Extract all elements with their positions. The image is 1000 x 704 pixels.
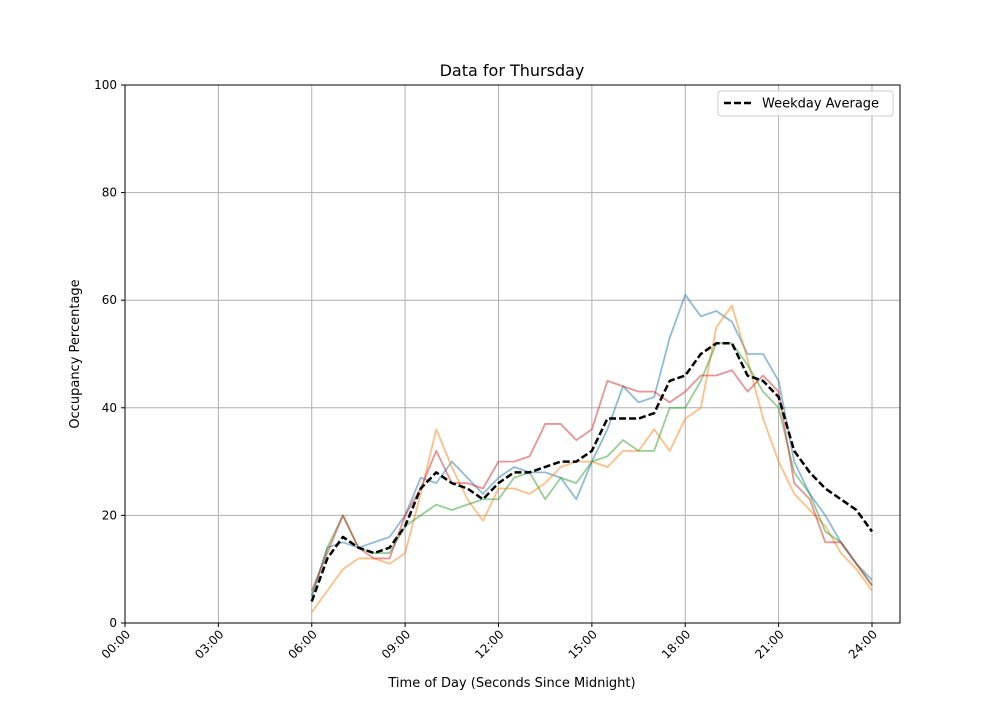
x-tick-label: 24:00 <box>846 627 880 661</box>
series-line-4 <box>310 369 873 592</box>
y-tick-label: 40 <box>102 401 117 415</box>
y-tick-label: 20 <box>102 508 117 522</box>
series-line-weekday-average <box>310 341 874 602</box>
x-tick-label: 12:00 <box>472 627 506 661</box>
x-tick-label: 21:00 <box>752 627 786 661</box>
x-tick-label: 00:00 <box>99 627 133 661</box>
legend: Weekday Average <box>717 90 894 117</box>
y-axis-label: Occupancy Percentage <box>68 279 83 428</box>
legend-label: Weekday Average <box>762 97 879 112</box>
chart-title: Data for Thursday <box>440 61 585 80</box>
y-tick-label: 100 <box>94 78 117 92</box>
y-tick-label: 0 <box>109 616 117 630</box>
plot-frame <box>124 84 901 624</box>
x-axis-label: Time of Day (Seconds Since Midnight) <box>387 676 635 691</box>
x-tick-label: 18:00 <box>659 627 693 661</box>
y-tick-label: 60 <box>102 293 117 307</box>
x-tick-label: 06:00 <box>286 627 320 661</box>
x-tick-label: 09:00 <box>379 627 413 661</box>
y-tick-label: 80 <box>102 186 117 200</box>
x-tick-label: 03:00 <box>192 627 226 661</box>
x-tick-label: 15:00 <box>566 627 600 661</box>
